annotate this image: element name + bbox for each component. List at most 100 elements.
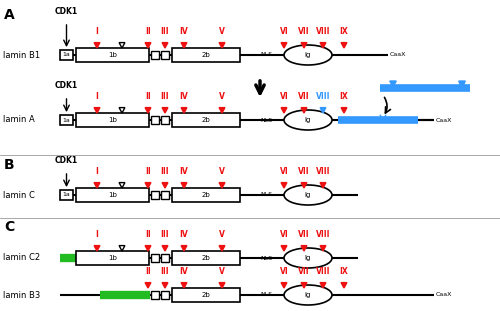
Bar [172,48,240,62]
Bar [60,50,73,60]
Bar [172,113,240,127]
Text: CDK1: CDK1 [55,7,78,16]
Polygon shape [94,246,100,251]
Text: V: V [219,167,225,176]
Polygon shape [219,246,225,251]
Ellipse shape [284,110,332,130]
Text: 1b: 1b [108,192,117,198]
Polygon shape [301,43,307,48]
Text: Ig: Ig [305,52,311,58]
Polygon shape [181,108,187,113]
Bar [161,254,169,262]
Text: II: II [145,167,151,176]
Ellipse shape [284,248,332,268]
Polygon shape [145,43,151,48]
Polygon shape [145,183,151,188]
Polygon shape [301,183,307,188]
Text: VI: VI [280,92,288,101]
Polygon shape [320,246,326,251]
Text: I: I [96,230,98,239]
Text: 1b: 1b [108,52,117,58]
Text: NLS: NLS [260,193,272,197]
Bar [172,288,240,302]
Polygon shape [162,43,168,48]
Text: VII: VII [298,230,310,239]
Polygon shape [341,283,347,288]
Text: IX: IX [340,92,348,101]
Text: IV: IV [180,92,188,101]
Polygon shape [181,246,187,251]
Polygon shape [119,246,125,251]
Polygon shape [94,108,100,113]
Ellipse shape [284,285,332,305]
Text: VII: VII [298,92,310,101]
Bar [161,51,169,59]
Polygon shape [119,108,125,113]
Text: lamin B3: lamin B3 [3,290,40,299]
Text: VIII: VIII [316,267,330,276]
Polygon shape [301,283,307,288]
Polygon shape [94,183,100,188]
Polygon shape [459,81,465,87]
Polygon shape [162,246,168,251]
Text: CaaX: CaaX [436,118,452,123]
Text: II: II [145,92,151,101]
Polygon shape [281,43,287,48]
Text: 2b: 2b [202,292,210,298]
Polygon shape [281,108,287,113]
Text: 1a: 1a [62,118,70,123]
Text: 2b: 2b [202,255,210,261]
Polygon shape [94,43,100,48]
Polygon shape [320,43,326,48]
Polygon shape [281,283,287,288]
Text: VIII: VIII [316,27,330,36]
Bar [60,190,73,200]
Polygon shape [181,43,187,48]
Text: Ig: Ig [305,117,311,123]
Text: CDK1: CDK1 [55,156,78,165]
Text: I: I [96,167,98,176]
Text: VI: VI [280,267,288,276]
Text: lamin A: lamin A [3,115,35,124]
Text: 1a: 1a [62,53,70,58]
Text: B: B [4,158,14,172]
Text: I: I [96,27,98,36]
Polygon shape [181,283,187,288]
Text: NLS: NLS [260,293,272,298]
Text: VII: VII [298,27,310,36]
Text: VIII: VIII [316,230,330,239]
Text: 2b: 2b [202,192,210,198]
Polygon shape [219,43,225,48]
Text: A: A [4,8,15,22]
Text: VII: VII [298,267,310,276]
Text: NLS: NLS [260,118,272,123]
Bar [151,291,159,299]
Text: C: C [4,220,14,234]
Polygon shape [145,108,151,113]
Text: 2b: 2b [202,52,210,58]
Text: IX: IX [340,267,348,276]
Text: IV: IV [180,27,188,36]
Text: IV: IV [180,267,188,276]
Bar [151,51,159,59]
Text: VI: VI [280,230,288,239]
Bar [151,116,159,124]
Polygon shape [320,108,326,113]
Bar [151,191,159,199]
Text: IV: IV [180,167,188,176]
Text: CDK1: CDK1 [55,81,78,90]
Text: VIII: VIII [316,167,330,176]
Bar [172,188,240,202]
Polygon shape [341,43,347,48]
Text: VII: VII [298,167,310,176]
Polygon shape [119,183,125,188]
Text: lamin C: lamin C [3,191,35,199]
Text: lamin B1: lamin B1 [3,50,40,59]
Polygon shape [119,43,125,48]
Polygon shape [281,246,287,251]
Text: III: III [160,27,170,36]
Text: II: II [145,267,151,276]
Polygon shape [341,108,347,113]
Bar [76,113,149,127]
Text: VI: VI [280,167,288,176]
